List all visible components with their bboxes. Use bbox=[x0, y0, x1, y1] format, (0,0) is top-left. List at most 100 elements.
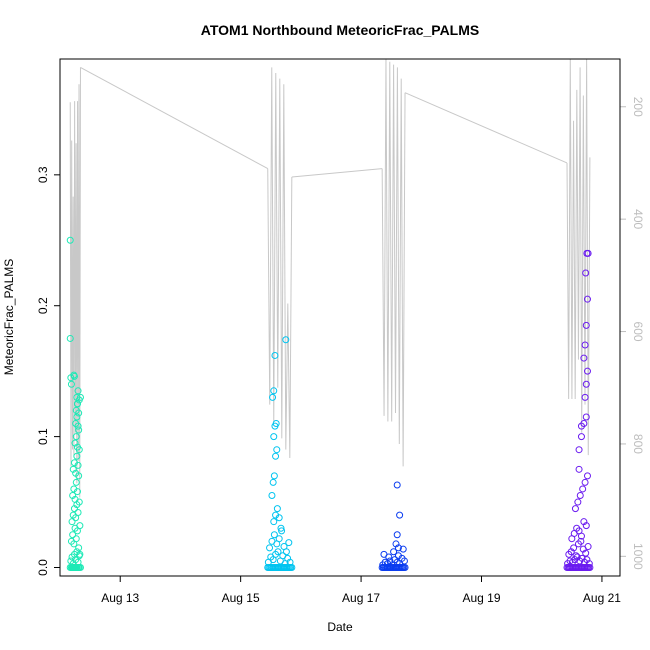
data-point bbox=[577, 433, 585, 441]
data-point bbox=[396, 511, 404, 519]
data-point bbox=[399, 545, 407, 553]
axes: Aug 13 Aug 15 Aug 17 Aug 19 Aug 21 0.0 0.1 0.2 0… bbox=[36, 97, 645, 605]
data-point bbox=[72, 469, 80, 477]
data-point bbox=[577, 422, 585, 430]
data-point bbox=[73, 488, 81, 496]
data-point bbox=[70, 372, 78, 380]
data-point bbox=[268, 492, 276, 500]
data-point bbox=[66, 236, 74, 244]
data-point bbox=[72, 478, 80, 486]
data-point bbox=[575, 465, 583, 473]
y-tick-label: 0.1 bbox=[36, 428, 50, 445]
data-point bbox=[583, 367, 591, 375]
data-point bbox=[76, 550, 84, 558]
transit-line bbox=[404, 92, 568, 164]
x-tick-label: Aug 13 bbox=[101, 591, 139, 605]
data-point bbox=[393, 531, 401, 539]
data-point bbox=[385, 553, 393, 561]
altitude-line bbox=[381, 59, 406, 467]
data-point bbox=[393, 481, 401, 489]
transit-line bbox=[291, 168, 383, 178]
data-point bbox=[282, 336, 290, 344]
data-point bbox=[584, 543, 592, 551]
data-point bbox=[66, 334, 74, 342]
data-point bbox=[74, 509, 82, 517]
data-point bbox=[394, 552, 402, 560]
data-point bbox=[75, 409, 83, 417]
right-tick-label: 400 bbox=[631, 209, 645, 229]
x-tick-label: Aug 15 bbox=[222, 591, 260, 605]
data-point bbox=[576, 492, 584, 500]
data-point bbox=[583, 472, 591, 480]
data-points bbox=[66, 236, 594, 571]
x-tick-label: Aug 19 bbox=[462, 591, 500, 605]
data-point bbox=[68, 518, 76, 526]
altitude-line bbox=[267, 67, 293, 458]
data-point bbox=[582, 522, 590, 530]
y-tick-label: 0.3 bbox=[36, 166, 50, 183]
data-point bbox=[584, 249, 592, 257]
data-point bbox=[577, 532, 585, 540]
data-point bbox=[73, 413, 81, 421]
chart-title: ATOM1 Northbound MeteoricFrac_PALMS bbox=[201, 22, 479, 38]
data-point bbox=[75, 426, 83, 434]
data-point bbox=[272, 452, 280, 460]
data-point bbox=[394, 544, 402, 552]
data-point bbox=[270, 531, 278, 539]
data-point bbox=[72, 535, 80, 543]
x-axis-label: Date bbox=[327, 620, 353, 634]
data-point bbox=[67, 380, 75, 388]
data-point bbox=[275, 514, 283, 522]
data-point bbox=[74, 461, 82, 469]
x-tick-label: Aug 17 bbox=[342, 591, 380, 605]
data-point bbox=[74, 558, 82, 566]
data-point bbox=[266, 544, 274, 552]
data-point bbox=[582, 549, 590, 557]
data-point bbox=[570, 544, 578, 552]
data-point bbox=[583, 295, 591, 303]
data-point bbox=[582, 380, 590, 388]
data-point bbox=[71, 495, 79, 503]
data-point bbox=[272, 420, 280, 428]
data-point bbox=[582, 269, 590, 277]
data-point bbox=[586, 563, 594, 571]
data-point bbox=[270, 472, 278, 480]
data-point bbox=[69, 531, 77, 539]
right-tick-label: 1000 bbox=[631, 543, 645, 570]
data-point bbox=[75, 563, 83, 571]
data-point bbox=[285, 539, 293, 547]
data-point bbox=[274, 548, 282, 556]
data-point bbox=[580, 354, 588, 362]
data-point bbox=[282, 548, 290, 556]
data-point bbox=[270, 433, 278, 441]
data-point bbox=[572, 552, 580, 560]
data-point bbox=[575, 446, 583, 454]
data-point bbox=[269, 393, 277, 401]
data-point bbox=[270, 387, 278, 395]
data-point bbox=[400, 557, 408, 565]
data-point bbox=[74, 422, 82, 430]
data-point bbox=[581, 478, 589, 486]
data-point bbox=[76, 393, 84, 401]
data-point bbox=[271, 351, 279, 359]
right-tick-label: 600 bbox=[631, 322, 645, 342]
data-point bbox=[278, 527, 286, 535]
x-tick-label: Aug 21 bbox=[583, 591, 621, 605]
y-axis-label: MeteoricFrac_PALMS bbox=[2, 259, 16, 375]
y-tick-label: 0.2 bbox=[36, 297, 50, 314]
data-point bbox=[571, 505, 579, 513]
data-point bbox=[273, 505, 281, 513]
data-point bbox=[582, 413, 590, 421]
data-point bbox=[574, 498, 582, 506]
plot-frame bbox=[59, 58, 621, 577]
data-point bbox=[73, 400, 81, 408]
data-point bbox=[73, 443, 81, 451]
data-point bbox=[581, 341, 589, 349]
data-point bbox=[277, 524, 285, 532]
data-point bbox=[74, 387, 82, 395]
right-tick-label: 800 bbox=[631, 434, 645, 454]
transit-line bbox=[80, 66, 268, 170]
data-point bbox=[577, 537, 585, 545]
